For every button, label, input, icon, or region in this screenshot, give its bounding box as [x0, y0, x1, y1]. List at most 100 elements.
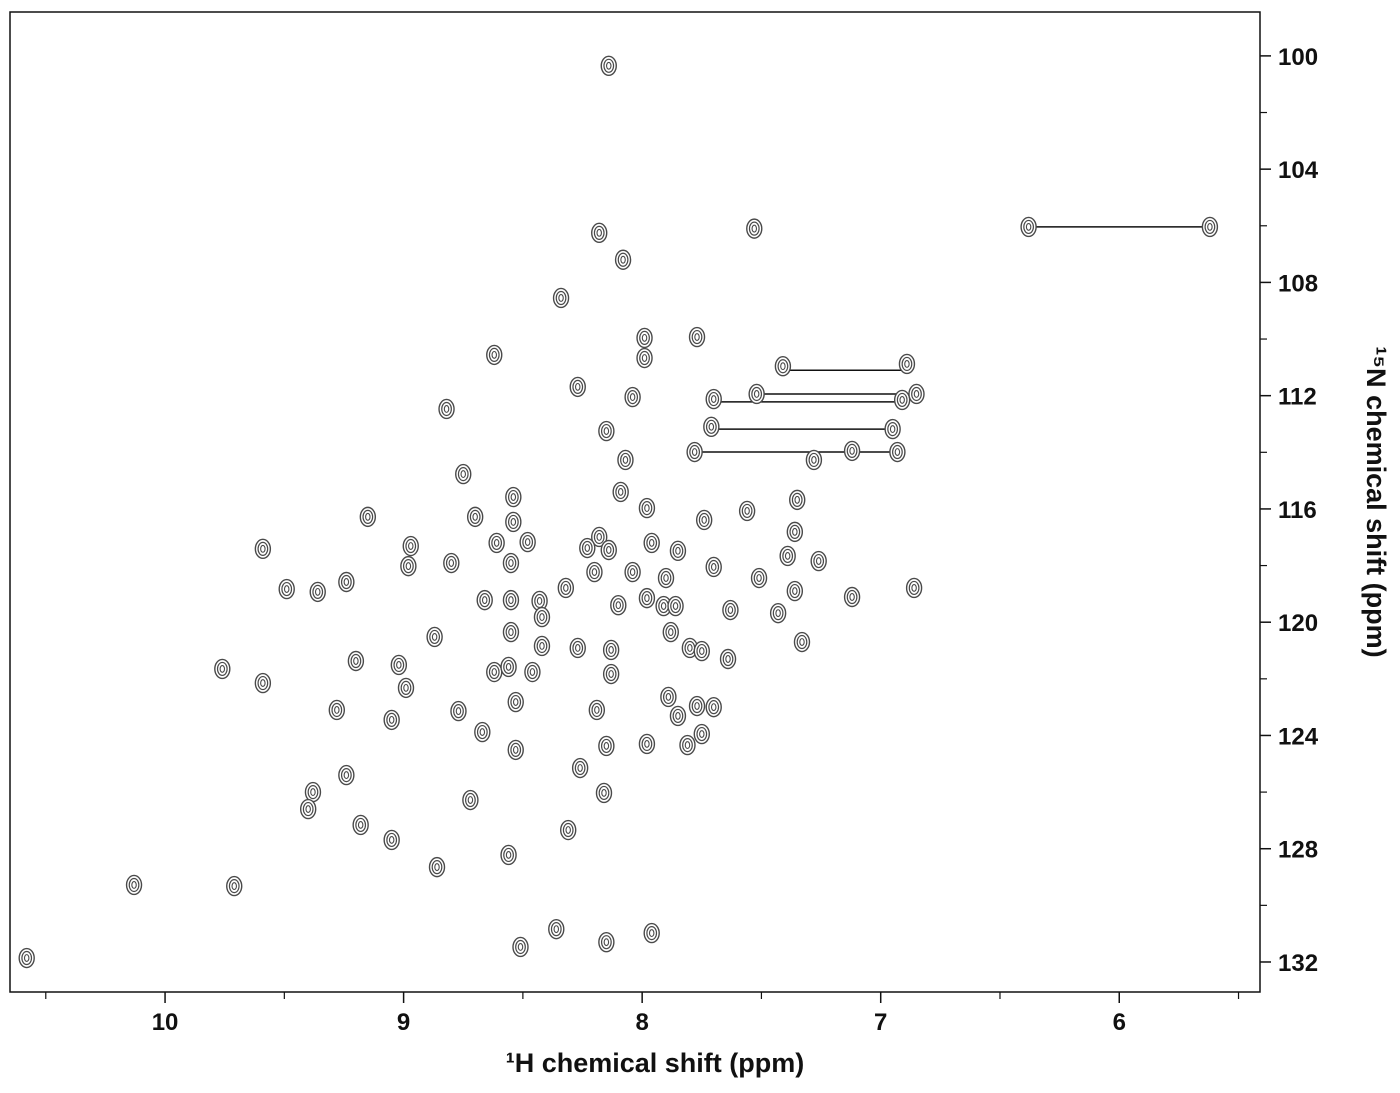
peak-contour [889, 425, 896, 434]
peak-contour [782, 548, 794, 564]
peak-contour [710, 703, 717, 712]
peak-contour [815, 557, 822, 565]
peak-contour [522, 534, 534, 550]
peak-contour [904, 360, 910, 368]
peak-contour [775, 609, 781, 618]
peak-contour [741, 503, 753, 519]
peak-contour [710, 563, 717, 571]
peak-contour [469, 509, 481, 524]
peak-contour [708, 700, 720, 715]
peak-contour [708, 422, 715, 431]
peak-contour [648, 929, 655, 938]
peak-contour [772, 606, 784, 621]
peak-contour [784, 551, 791, 560]
peak-contour [615, 601, 622, 610]
peak-contour [307, 784, 319, 800]
peak-contour [505, 555, 517, 571]
peak-contour [467, 796, 474, 804]
peak-contour [670, 598, 681, 614]
peak-contour [725, 602, 736, 618]
peak-contour [529, 668, 536, 676]
peak-contour [562, 822, 574, 838]
peak-contour [813, 553, 825, 569]
peak-contour [908, 580, 920, 596]
peak-contour [310, 788, 316, 797]
peak-contour [402, 559, 414, 574]
y-axis-label: ¹⁵N chemical shift (ppm) [1361, 346, 1391, 657]
peak-contour [751, 386, 763, 402]
peak-contour [365, 512, 371, 521]
peak-contour [574, 382, 581, 391]
peak-contour [584, 544, 591, 552]
peak-contour [505, 593, 517, 608]
peak-contour [691, 448, 698, 456]
peak-contour [744, 506, 750, 515]
peak-contour [281, 581, 293, 597]
peak-contour [257, 541, 269, 556]
peak-contour [751, 224, 758, 233]
peak-contour [302, 801, 314, 817]
peak-contour [675, 711, 681, 720]
peak-contour [491, 535, 503, 551]
peak-contour [405, 562, 412, 571]
peak-contour [305, 805, 311, 814]
peak-contour [641, 591, 653, 606]
peak-contour [128, 877, 140, 893]
peak-contour [503, 847, 514, 863]
peak-contour [641, 500, 653, 516]
peak-contour [457, 467, 469, 482]
peak-contour [510, 493, 517, 501]
peak-contour [524, 538, 531, 547]
peak-contour [460, 470, 466, 479]
peak-contour [443, 405, 450, 413]
peak-contour [620, 255, 626, 264]
peak-contour [811, 456, 817, 464]
peak-contour [429, 629, 441, 645]
peak-contour [789, 583, 801, 599]
peak-contour [334, 706, 340, 714]
peak-contour [641, 736, 653, 752]
peak-contour [508, 559, 514, 567]
peak-contour [691, 329, 703, 345]
y-tick-label: 132 [1278, 950, 1318, 977]
peak-contour [699, 647, 705, 656]
peak-contour [603, 741, 610, 750]
peak-contour [753, 390, 760, 398]
peak-contour [510, 694, 522, 710]
peak-contour [901, 356, 913, 372]
peak-contour [507, 514, 519, 530]
peak-contour [791, 492, 803, 507]
x-axis-label: ¹H chemical shift (ppm) [506, 1048, 805, 1078]
peak-contour [748, 221, 760, 236]
peak-contour [340, 574, 352, 590]
x-tick-label: 6 [1113, 1009, 1126, 1036]
peak-contour [512, 745, 519, 754]
x-tick-label: 9 [397, 1009, 410, 1036]
peak-contour [510, 742, 522, 758]
peak-contour [849, 446, 855, 455]
peak-contour [687, 644, 693, 652]
peak-contour [505, 662, 512, 671]
y-tick-label: 128 [1278, 837, 1318, 864]
peak-contour [682, 737, 693, 753]
peak-contour [591, 702, 603, 718]
peak-contour [340, 768, 352, 783]
peak-contour [517, 943, 524, 951]
peak-contour [574, 760, 586, 776]
peak-contour [563, 583, 569, 592]
peak-contour [627, 389, 639, 405]
peak-contour [560, 580, 572, 596]
peak-contour [698, 512, 710, 528]
peak-contour [572, 640, 584, 656]
peak-contour [753, 570, 765, 586]
y-tick-label: 116 [1278, 497, 1317, 524]
peak-contour [527, 664, 538, 680]
peak-contour [357, 820, 364, 829]
peak-contour [665, 625, 677, 640]
peak-contour [231, 882, 237, 891]
peak-contour [648, 538, 655, 547]
peak-contour [644, 740, 650, 748]
peak-contour [603, 427, 610, 436]
peak-contour [644, 594, 650, 603]
